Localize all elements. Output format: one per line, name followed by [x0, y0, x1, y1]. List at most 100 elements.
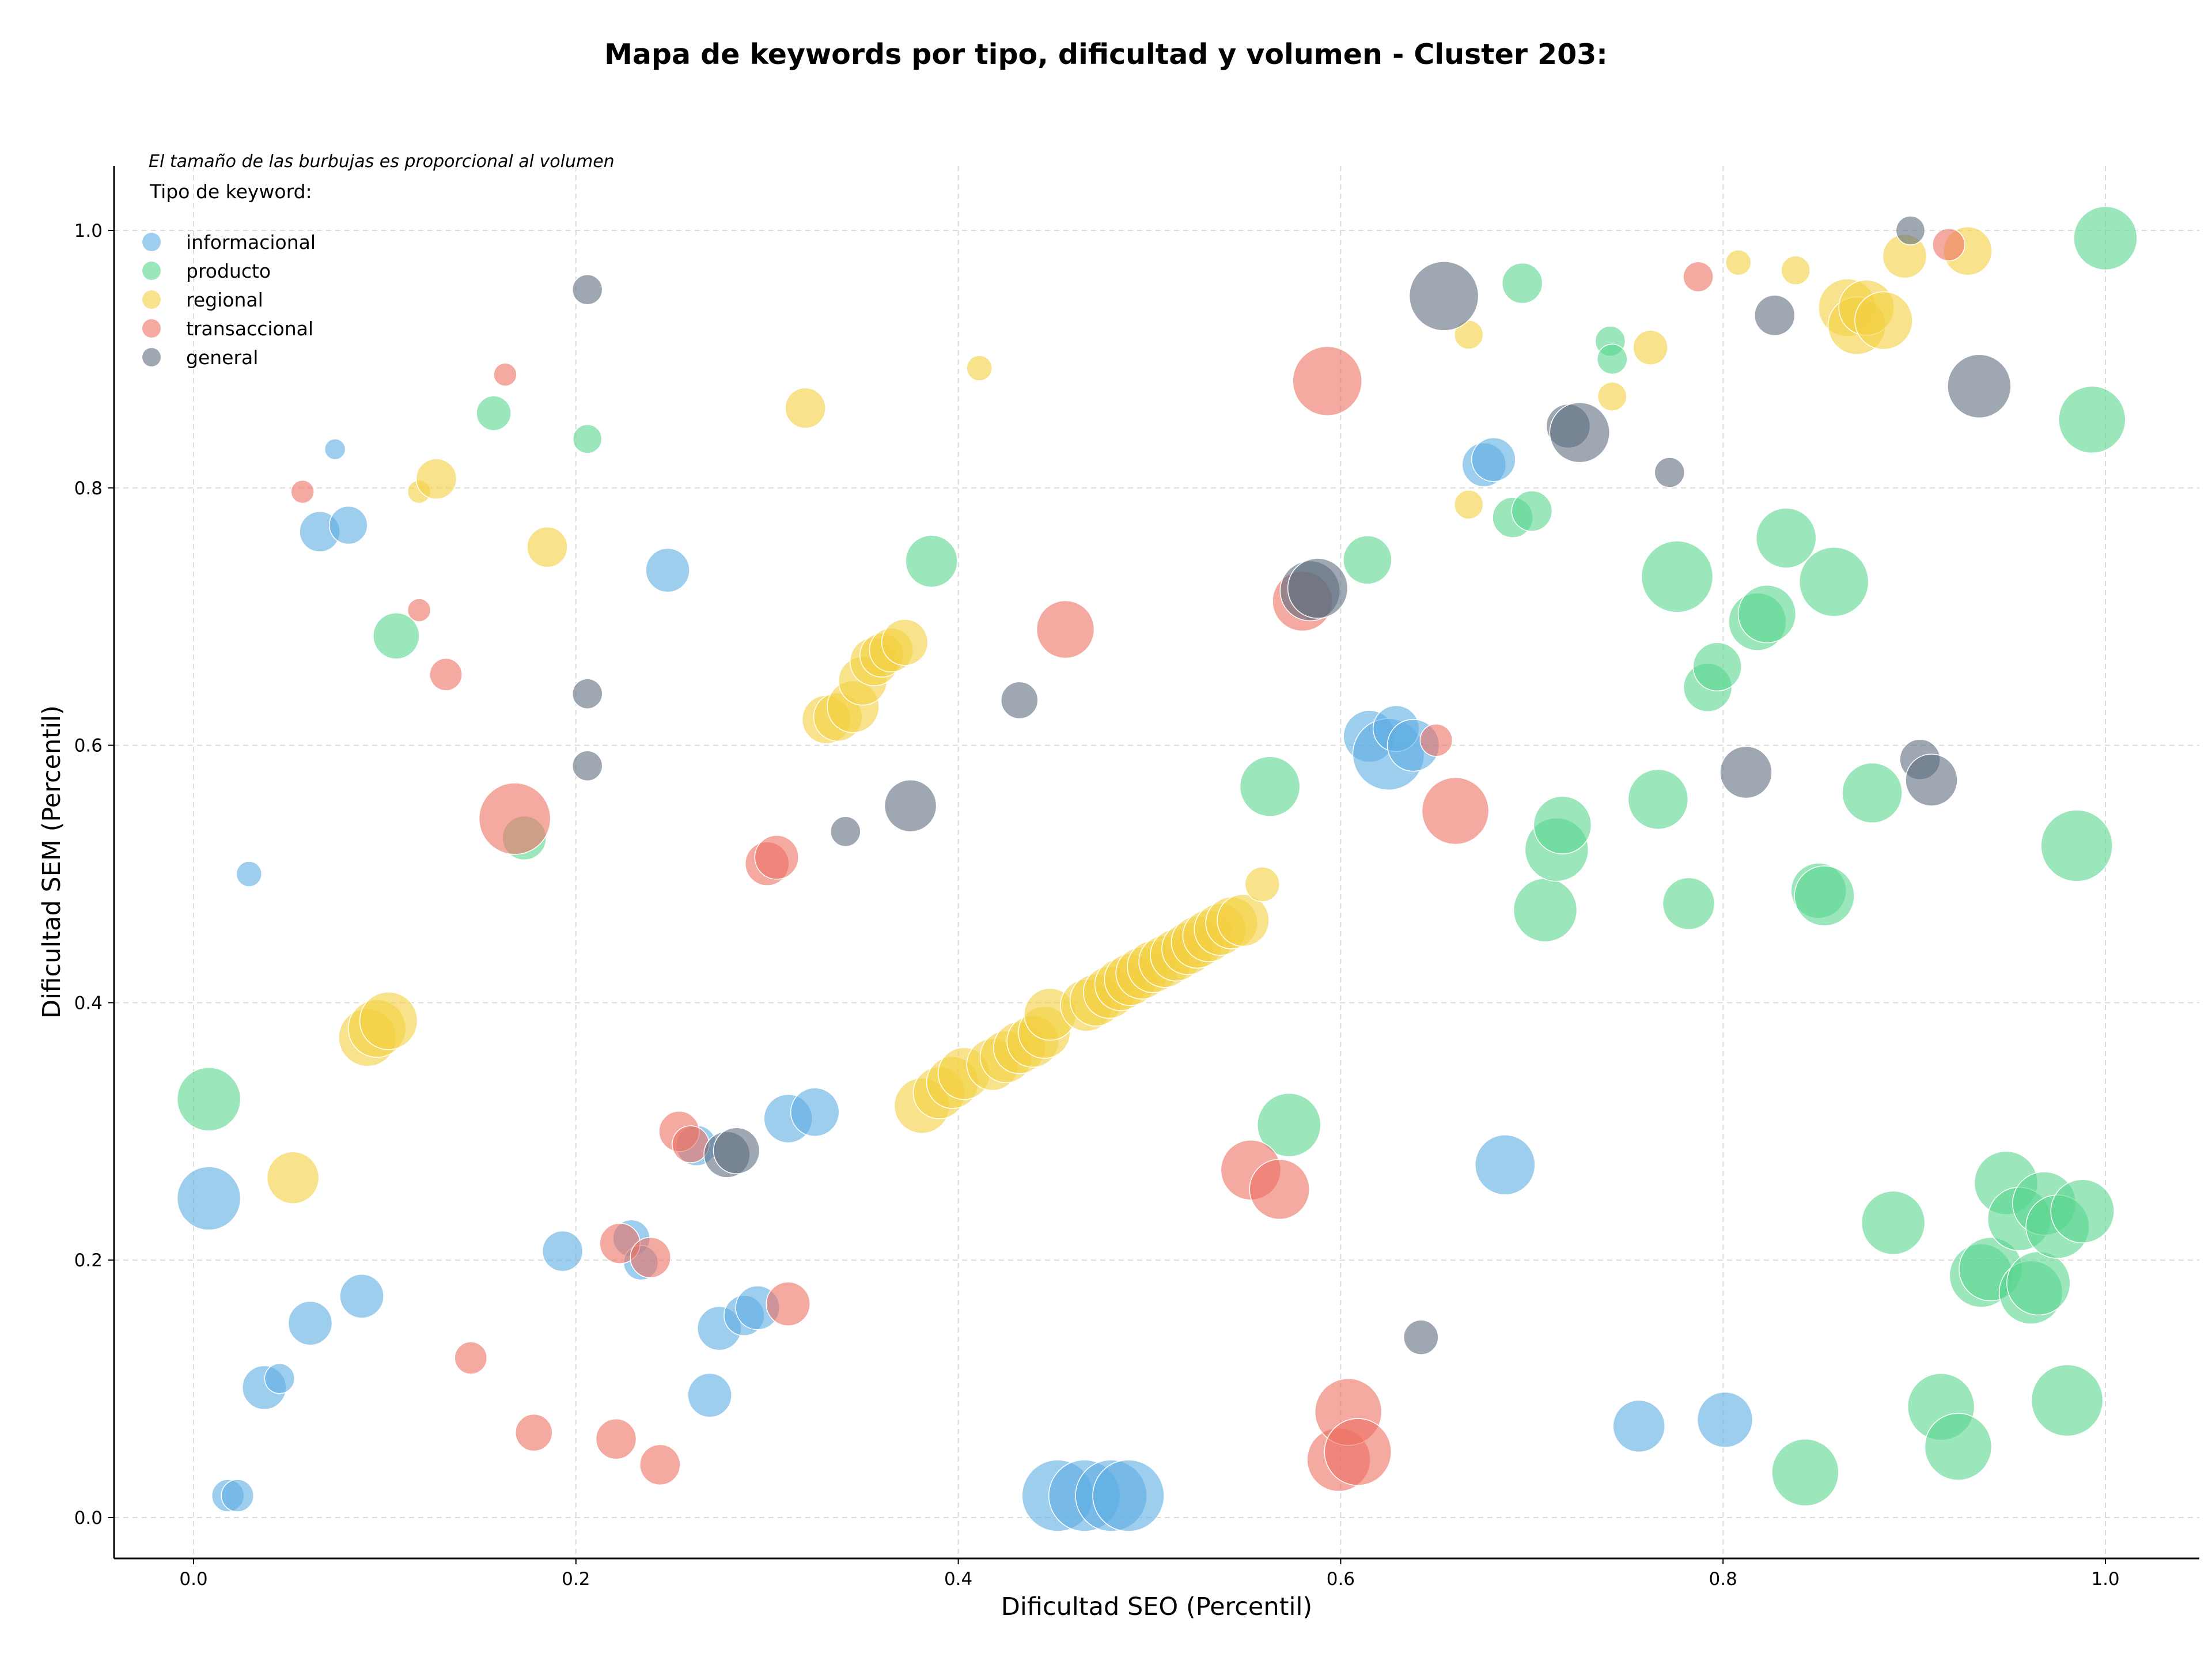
volume-note: El tamaño de las burbujas es proporciona… — [149, 152, 615, 172]
bubble-informacional — [790, 1087, 840, 1137]
bubble-producto — [1533, 796, 1592, 854]
x-ticks: 0.0 0.2 0.4 0.6 0.8 1.0 — [179, 1558, 2120, 1590]
bubble-general — [713, 1127, 760, 1175]
bubble-layer — [176, 206, 2138, 1532]
legend: informacional producto regional transaccion… — [142, 231, 316, 369]
series-producto — [176, 206, 2138, 1507]
bubble-informacional — [1092, 1459, 1165, 1532]
bubble-producto — [1513, 877, 1578, 943]
bubble-regional — [527, 526, 568, 568]
bubble-transaccional — [766, 1281, 810, 1326]
bubble-regional — [1781, 255, 1811, 286]
bubble-general — [571, 750, 603, 782]
bubble-producto — [1861, 1190, 1926, 1255]
bubble-transaccional — [595, 1418, 637, 1460]
series-transaccional — [290, 228, 1965, 1492]
bubble-producto — [1511, 490, 1553, 532]
axes — [113, 166, 2199, 1560]
bubble-producto — [2073, 206, 2138, 271]
bubble-informacional — [329, 505, 368, 545]
bubble-general — [1719, 746, 1772, 799]
bubble-informacional — [339, 1274, 384, 1319]
bubble-transaccional — [1421, 777, 1490, 845]
bubble-regional — [1244, 867, 1281, 902]
bubble-producto — [572, 424, 603, 454]
bubble-transaccional — [1932, 228, 1965, 262]
bubble-producto — [1596, 343, 1628, 375]
y-tick-label: 0.4 — [74, 993, 103, 1013]
bubble-transaccional — [639, 1444, 681, 1486]
bubble-informacional — [1612, 1399, 1665, 1453]
bubble-general — [884, 779, 937, 833]
x-axis-title: Dificultad SEO (Percentil) — [1001, 1592, 1312, 1621]
bubble-producto — [1343, 535, 1392, 585]
bubble-producto — [1627, 769, 1689, 830]
bubble-transaccional — [754, 835, 800, 880]
bubble-producto — [905, 535, 958, 588]
x-tick-label: 0.0 — [179, 1569, 207, 1590]
legend-label-regional: regional — [186, 289, 263, 311]
bubble-regional — [1854, 291, 1913, 350]
bubble-informacional — [236, 861, 263, 887]
bubble-producto — [1239, 756, 1301, 817]
bubble-transaccional — [672, 1125, 710, 1163]
bubble-informacional — [687, 1373, 732, 1418]
bubble-transaccional — [1419, 723, 1453, 757]
bubble-producto — [1924, 1413, 1993, 1481]
legend-label-informacional: informacional — [186, 231, 316, 253]
y-tick-label: 0.8 — [74, 478, 103, 499]
bubble-transaccional — [1036, 600, 1095, 659]
bubble-regional — [1217, 894, 1270, 947]
bubble-producto — [2006, 1251, 2071, 1316]
bubble-transaccional — [1249, 1159, 1310, 1220]
bubble-regional — [1633, 330, 1668, 366]
bubble-producto — [1737, 584, 1797, 644]
bubble-general — [571, 678, 603, 709]
series-regional — [266, 226, 1993, 1204]
legend-label-general: general — [186, 346, 258, 369]
legend-label-producto: producto — [186, 260, 271, 282]
bubble-general — [830, 816, 861, 847]
bubble-producto — [1798, 547, 1869, 617]
bubble-producto — [1257, 1092, 1321, 1157]
bubble-informacional — [287, 1300, 333, 1346]
bubble-informacional — [1475, 1134, 1536, 1195]
bubble-informacional — [221, 1479, 255, 1512]
bubble-producto — [1842, 762, 1903, 824]
bubble-producto — [1755, 508, 1817, 569]
y-axis-title: Dificultad SEM (Percentil) — [37, 705, 66, 1019]
x-tick-label: 0.8 — [1709, 1569, 1737, 1590]
bubble-transaccional — [1683, 261, 1714, 293]
bubble-producto — [1771, 1439, 1839, 1507]
bubble-regional — [1597, 381, 1627, 411]
bubble-general — [1001, 681, 1039, 720]
bubble-producto — [1501, 262, 1543, 304]
bubble-general — [571, 274, 603, 305]
bubble-regional — [415, 458, 457, 500]
legend-swatch-transaccional — [142, 319, 161, 338]
bubble-regional — [881, 619, 929, 666]
bubble-producto — [1641, 540, 1714, 613]
y-tick-label: 1.0 — [74, 221, 103, 241]
bubble-transaccional — [429, 657, 463, 691]
chart-title: Mapa de keywords por tipo, dificultad y … — [604, 38, 1608, 71]
x-tick-label: 0.2 — [562, 1569, 590, 1590]
y-tick-label: 0.6 — [74, 736, 103, 756]
bubble-informacional — [176, 1166, 241, 1231]
x-tick-label: 1.0 — [2091, 1569, 2119, 1590]
bubble-informacional — [541, 1230, 584, 1272]
bubble-transaccional — [407, 598, 431, 622]
bubble-producto — [1692, 642, 1742, 692]
series-informacional — [176, 437, 1753, 1532]
bubble-producto — [1662, 877, 1715, 930]
bubble-producto — [373, 612, 420, 660]
bubble-general — [1403, 1319, 1439, 1355]
x-tick-label: 0.6 — [1327, 1569, 1355, 1590]
bubble-producto — [2031, 1364, 2104, 1437]
bubble-producto — [2050, 1179, 2115, 1244]
bubble-transaccional — [478, 782, 551, 855]
bubble-general — [1895, 215, 1926, 245]
bubble-regional — [359, 991, 418, 1050]
bubble-informacional — [1696, 1391, 1753, 1448]
